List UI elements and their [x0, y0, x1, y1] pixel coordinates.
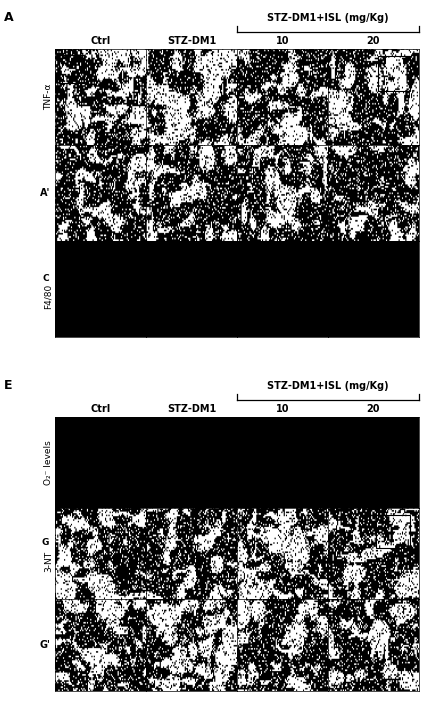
- Text: O₂⁻ levels: O₂⁻ levels: [44, 440, 53, 485]
- Text: C: C: [42, 274, 49, 283]
- Text: 20: 20: [367, 36, 380, 46]
- Text: STZ-DM1: STZ-DM1: [167, 36, 216, 46]
- Text: A': A': [40, 188, 51, 198]
- Text: Ctrl: Ctrl: [91, 36, 110, 46]
- Text: 10: 10: [276, 404, 289, 414]
- Text: G: G: [41, 539, 49, 547]
- Text: G': G': [40, 640, 51, 650]
- Text: 3-NT: 3-NT: [44, 550, 53, 572]
- Bar: [379, 56, 410, 92]
- Text: F4/80: F4/80: [44, 284, 53, 309]
- Text: E: E: [4, 379, 13, 392]
- Text: Ctrl: Ctrl: [91, 404, 110, 414]
- Text: 20: 20: [367, 404, 380, 414]
- Bar: [59, 55, 84, 84]
- Text: A: A: [4, 11, 14, 24]
- Text: 10: 10: [276, 36, 289, 46]
- Bar: [376, 515, 410, 549]
- Text: STZ-DM1+ISL (mg/Kg): STZ-DM1+ISL (mg/Kg): [267, 13, 389, 23]
- Text: STZ-DM1+ISL (mg/Kg): STZ-DM1+ISL (mg/Kg): [267, 381, 389, 391]
- Text: TNF-α: TNF-α: [44, 84, 53, 110]
- Text: STZ-DM1: STZ-DM1: [167, 404, 216, 414]
